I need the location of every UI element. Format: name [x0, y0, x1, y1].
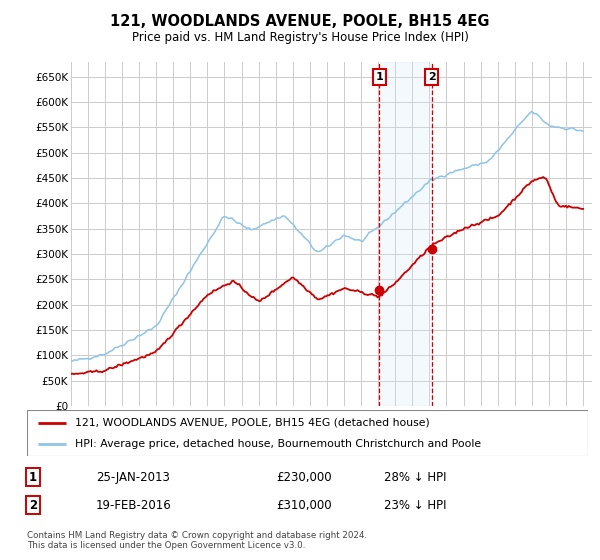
Bar — [379, 62, 431, 406]
Text: £310,000: £310,000 — [276, 498, 332, 512]
Text: HPI: Average price, detached house, Bournemouth Christchurch and Poole: HPI: Average price, detached house, Bour… — [74, 439, 481, 449]
Text: 19-FEB-2016: 19-FEB-2016 — [96, 498, 172, 512]
Text: 1: 1 — [376, 72, 383, 82]
Text: 121, WOODLANDS AVENUE, POOLE, BH15 4EG: 121, WOODLANDS AVENUE, POOLE, BH15 4EG — [110, 14, 490, 29]
Text: 121, WOODLANDS AVENUE, POOLE, BH15 4EG (detached house): 121, WOODLANDS AVENUE, POOLE, BH15 4EG (… — [74, 418, 430, 428]
Text: Contains HM Land Registry data © Crown copyright and database right 2024.
This d: Contains HM Land Registry data © Crown c… — [27, 531, 367, 550]
Text: £230,000: £230,000 — [276, 470, 332, 484]
Text: 23% ↓ HPI: 23% ↓ HPI — [384, 498, 446, 512]
Text: 2: 2 — [29, 498, 37, 512]
Text: Price paid vs. HM Land Registry's House Price Index (HPI): Price paid vs. HM Land Registry's House … — [131, 31, 469, 44]
Text: 25-JAN-2013: 25-JAN-2013 — [96, 470, 170, 484]
Text: 2: 2 — [428, 72, 436, 82]
Text: 28% ↓ HPI: 28% ↓ HPI — [384, 470, 446, 484]
Text: 1: 1 — [29, 470, 37, 484]
